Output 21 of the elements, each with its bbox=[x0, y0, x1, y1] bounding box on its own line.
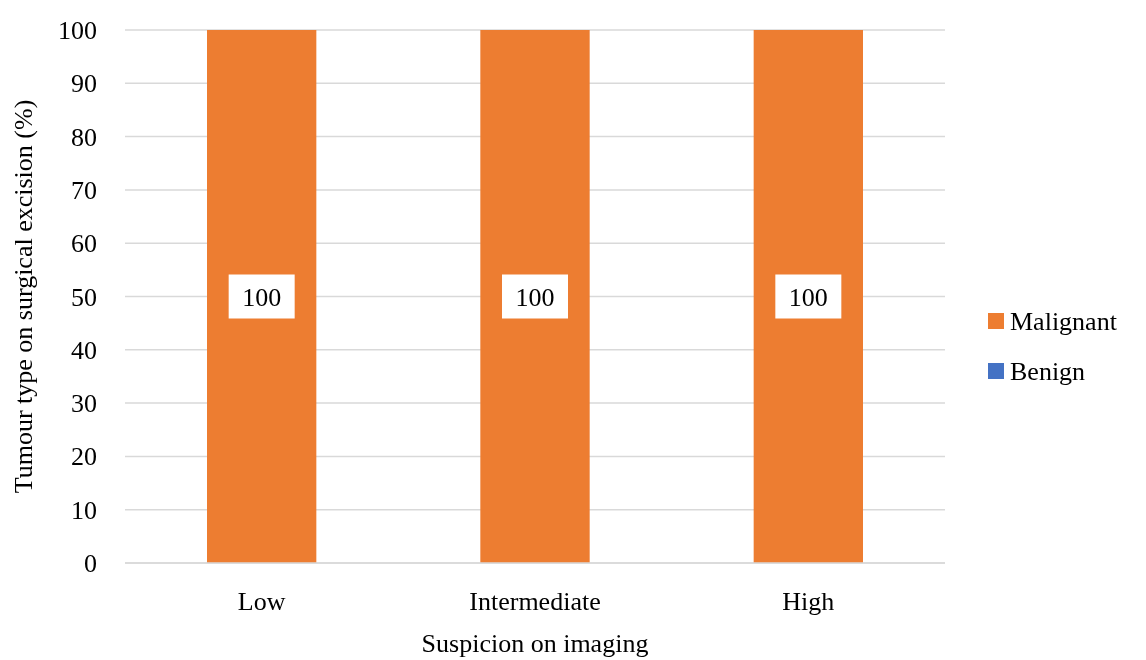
x-tick-label: High bbox=[782, 587, 835, 616]
y-tick-label: 0 bbox=[84, 549, 97, 578]
y-axis-title: Tumour type on surgical excision (%) bbox=[9, 99, 38, 494]
y-tick-label: 100 bbox=[58, 16, 97, 45]
legend-label: Benign bbox=[1010, 357, 1086, 386]
y-tick-label: 60 bbox=[71, 229, 97, 259]
y-tick-label: 80 bbox=[71, 122, 97, 152]
data-label: 100 bbox=[242, 282, 282, 312]
y-tick-label: 90 bbox=[71, 69, 97, 99]
y-tick-label: 70 bbox=[71, 175, 97, 205]
x-tick-label: Low bbox=[237, 587, 286, 616]
data-label: 100 bbox=[515, 282, 555, 312]
y-tick-label: 20 bbox=[71, 442, 97, 472]
x-tick-label: Intermediate bbox=[469, 587, 601, 616]
y-tick-label: 30 bbox=[71, 389, 97, 419]
x-axis-title: Suspicion on imaging bbox=[421, 629, 649, 658]
y-tick-label: 50 bbox=[71, 282, 97, 312]
y-tick-label: 40 bbox=[71, 335, 97, 365]
legend-label: Malignant bbox=[1010, 307, 1118, 336]
y-tick-label: 10 bbox=[71, 495, 97, 525]
data-label: 100 bbox=[788, 282, 828, 312]
